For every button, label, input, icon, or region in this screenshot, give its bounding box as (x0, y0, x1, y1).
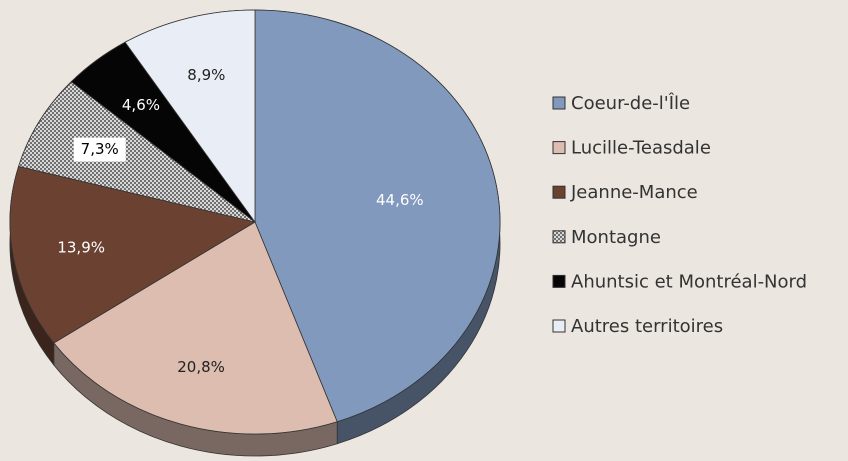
legend-swatch (552, 230, 566, 244)
data-label: 20,8% (177, 358, 225, 376)
legend-label: Coeur-de-l'Île (571, 92, 690, 114)
label-box (73, 137, 126, 162)
data-label: 4,6% (122, 96, 160, 114)
data-label: 44,6% (376, 191, 424, 209)
pie-tops (9, 9, 501, 435)
slice (18, 81, 256, 223)
slice (53, 221, 338, 435)
pie-labels: 44,6% 20,8% 13,9% 7,3% 4,6% 8,9% (57, 66, 423, 376)
legend: Coeur-de-l'Île Lucille-Teasdale Jeanne-Man… (552, 92, 807, 337)
legend-swatch (552, 96, 566, 110)
legend-swatch (552, 274, 566, 288)
slice (9, 165, 257, 344)
legend-swatch (552, 141, 566, 155)
legend-label: Lucille-Teasdale (571, 138, 711, 159)
slice (254, 9, 501, 423)
legend-label: Ahuntsic et Montréal-Nord (571, 271, 807, 292)
data-label: 13,9% (57, 238, 105, 256)
legend-swatch (552, 185, 566, 199)
legend-label: Montagne (571, 227, 661, 248)
data-label: 8,9% (187, 66, 225, 84)
legend-swatch (552, 319, 566, 333)
data-label: 7,3% (81, 140, 119, 158)
legend-label: Jeanne-Mance (570, 182, 698, 203)
legend-label: Autres territoires (571, 316, 723, 337)
slice (124, 9, 256, 224)
